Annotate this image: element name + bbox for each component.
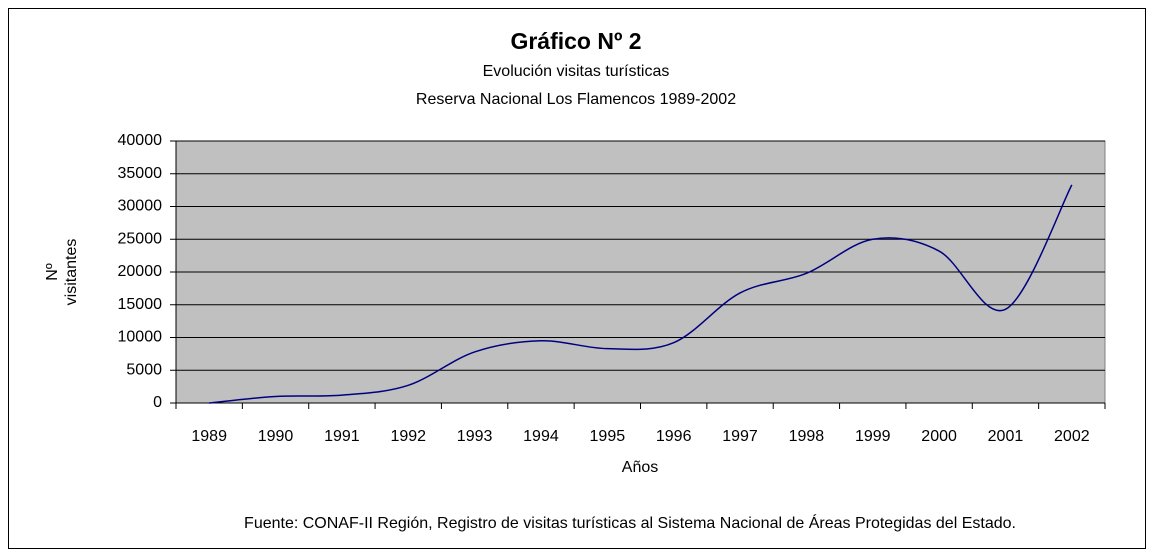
x-tick-label: 1998 [789, 428, 825, 445]
x-tick-label: 1995 [590, 428, 626, 445]
data-line [209, 184, 1073, 404]
y-axis-label: visitantes [63, 239, 80, 306]
x-tick-label: 1994 [523, 428, 559, 445]
x-tick-label: 1996 [656, 428, 692, 445]
y-tick-label: 5000 [126, 361, 162, 378]
y-tick-label: 25000 [118, 230, 163, 247]
x-tick-label: 1993 [457, 428, 493, 445]
y-tick-label: 20000 [118, 263, 163, 280]
y-tick-label: 35000 [118, 165, 163, 182]
x-axis-label: Años [622, 459, 658, 476]
x-tick-label: 2000 [921, 428, 957, 445]
y-tick-label: 0 [153, 394, 162, 411]
x-tick-label: 1990 [258, 428, 294, 445]
x-tick-label: 1991 [324, 428, 360, 445]
chart-title: Gráfico Nº 2 [510, 28, 641, 54]
x-tick-label: 1999 [855, 428, 891, 445]
x-tick-label: 1992 [390, 428, 426, 445]
chart-subtitle: Reserva Nacional Los Flamencos 1989-2002 [416, 91, 736, 108]
x-tick-label: 2002 [1054, 428, 1090, 445]
x-tick-label: 2001 [988, 428, 1024, 445]
source-note: Fuente: CONAF-II Región, Registro de vis… [244, 513, 1016, 532]
y-tick-label: 15000 [118, 296, 163, 313]
x-tick-label: 1997 [722, 428, 758, 445]
y-tick-label: 30000 [118, 198, 163, 215]
x-tick-label: 1989 [191, 428, 227, 445]
y-tick-label: 40000 [118, 132, 163, 149]
y-axis-label: Nº [44, 263, 61, 281]
chart-subtitle: Evolución visitas turísticas [483, 63, 670, 80]
y-tick-label: 10000 [118, 329, 163, 346]
